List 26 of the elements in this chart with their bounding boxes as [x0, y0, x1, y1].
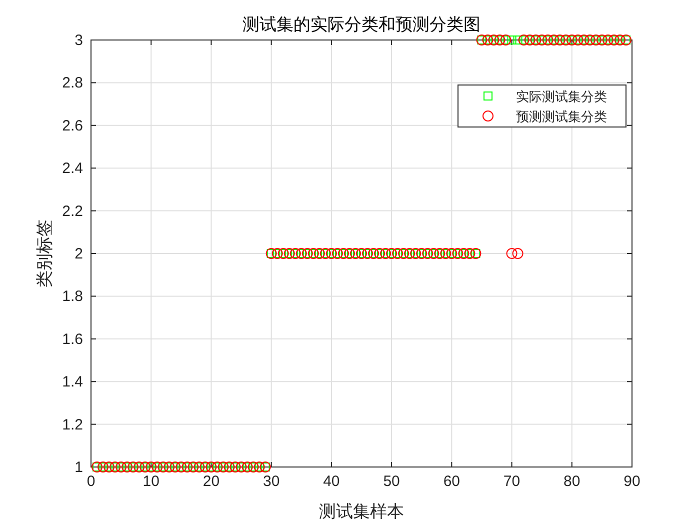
- x-tick-label: 20: [202, 473, 220, 490]
- x-tick-label: 70: [503, 473, 520, 490]
- y-tick-label: 1: [74, 459, 83, 476]
- x-tick-label: 40: [323, 473, 340, 490]
- y-tick-label: 2.4: [62, 160, 83, 178]
- y-tick-label: 2: [74, 246, 83, 262]
- y-tick-label: 1.8: [62, 288, 83, 306]
- x-tick-label: 10: [142, 473, 160, 490]
- x-tick-label: 30: [262, 473, 280, 490]
- y-tick-label: 2.2: [62, 202, 83, 220]
- y-tick-label: 3: [74, 32, 83, 49]
- chart-title: 测试集的实际分类和预测分类图: [242, 15, 480, 35]
- x-tick-label: 0: [86, 473, 96, 490]
- legend-label: 预测测试集分类: [516, 110, 607, 125]
- x-tick-label: 90: [624, 473, 640, 490]
- y-tick-label: 1.6: [62, 330, 83, 348]
- x-tick-label: 80: [564, 473, 580, 490]
- x-axis-title: 测试集样本: [319, 502, 404, 522]
- y-axis-title: 类别标签: [35, 220, 55, 288]
- x-tick-label: 50: [383, 473, 400, 490]
- y-tick-label: 2.8: [62, 74, 83, 92]
- y-tick-label: 1.4: [62, 374, 83, 391]
- y-tick-label: 1.2: [62, 416, 83, 434]
- y-tick-label: 2.6: [62, 117, 83, 134]
- x-tick-label: 60: [443, 473, 460, 490]
- legend-label: 实际测试集分类: [516, 90, 607, 105]
